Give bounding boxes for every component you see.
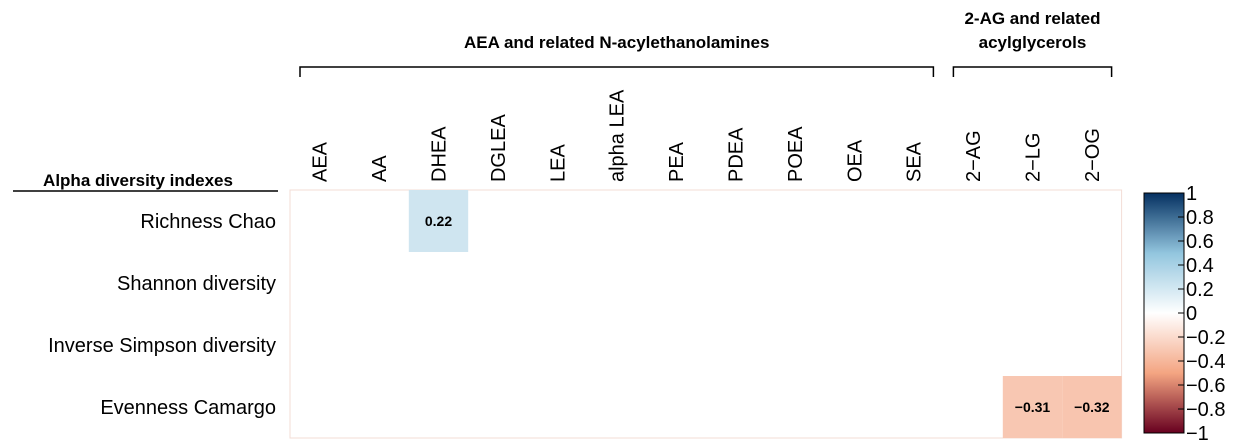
colorbar-tick-label: −0.4 [1186,351,1225,373]
group-title-1-line-1: acylglycerols [979,33,1087,52]
group-title-1-line-0: 2-AG and related [964,9,1100,28]
colorbar-tick-label: 0.8 [1186,207,1214,229]
column-label: AA [369,155,391,182]
row-labels: Richness Chao Shannon diversity Inverse Si… [48,211,276,419]
colorbar-tick-label: −0.8 [1186,399,1225,421]
row-label: Evenness Camargo [100,397,276,419]
column-label: 2−OG [1082,128,1104,182]
heatmap-cell [408,190,469,252]
colorbar-tick-label: 0.4 [1186,255,1214,277]
column-label: POEA [785,126,807,182]
colorbar-tick-label: 0 [1186,303,1197,325]
group-bracket-1 [952,66,1113,77]
column-label: DGLEA [488,114,510,182]
column-label: PDEA [726,127,748,182]
colorbar-tick-label: −1 [1186,423,1209,441]
heatmap-cell [1062,376,1122,438]
column-labels: AEA AA DHEA DGLEA LEA alpha LEA PEA PDEA POEA OEA… [310,89,1104,182]
column-label: DHEA [429,126,451,182]
colorbar: 10.80.60.40.20−0.2−0.4−0.6−0.8 −1 [1143,183,1225,441]
column-label: 2−LG [1023,133,1045,182]
column-label: SEA [904,141,926,182]
column-label: PEA [666,141,688,182]
heatmap-cell [1002,376,1063,438]
colorbar-tick-label: −0.6 [1186,375,1225,397]
colorbar-tick-label: 0.6 [1186,231,1214,253]
column-label: OEA [844,139,866,182]
row-label: Richness Chao [140,211,276,233]
rows-title: Alpha diversity indexes [43,171,233,190]
colorbar-tick-label: 0.2 [1186,279,1214,301]
colorbar-tick-label: −0.2 [1186,327,1225,349]
row-label: Shannon diversity [117,273,276,295]
column-label: AEA [310,141,332,182]
colorbar-scale [1143,192,1185,434]
cell-value-label: −0.31 [1015,399,1051,415]
row-label: Inverse Simpson diversity [48,335,276,357]
column-label: alpha LEA [607,89,629,182]
column-label: LEA [547,144,569,182]
group-title-0-line-0: AEA and related N-acylethanolamines [464,33,769,52]
group-headers: AEA and related N-acylethanolamines 2-AG … [299,9,1113,77]
colorbar-tick-label: 1 [1186,183,1197,205]
column-label: 2−AG [963,130,985,182]
group-bracket-0 [299,66,935,77]
heatmap-cells: 0.22 −0.31 −0.32 [289,189,1123,439]
cell-value-label: 0.22 [425,213,452,229]
cell-value-label: −0.32 [1074,399,1110,415]
